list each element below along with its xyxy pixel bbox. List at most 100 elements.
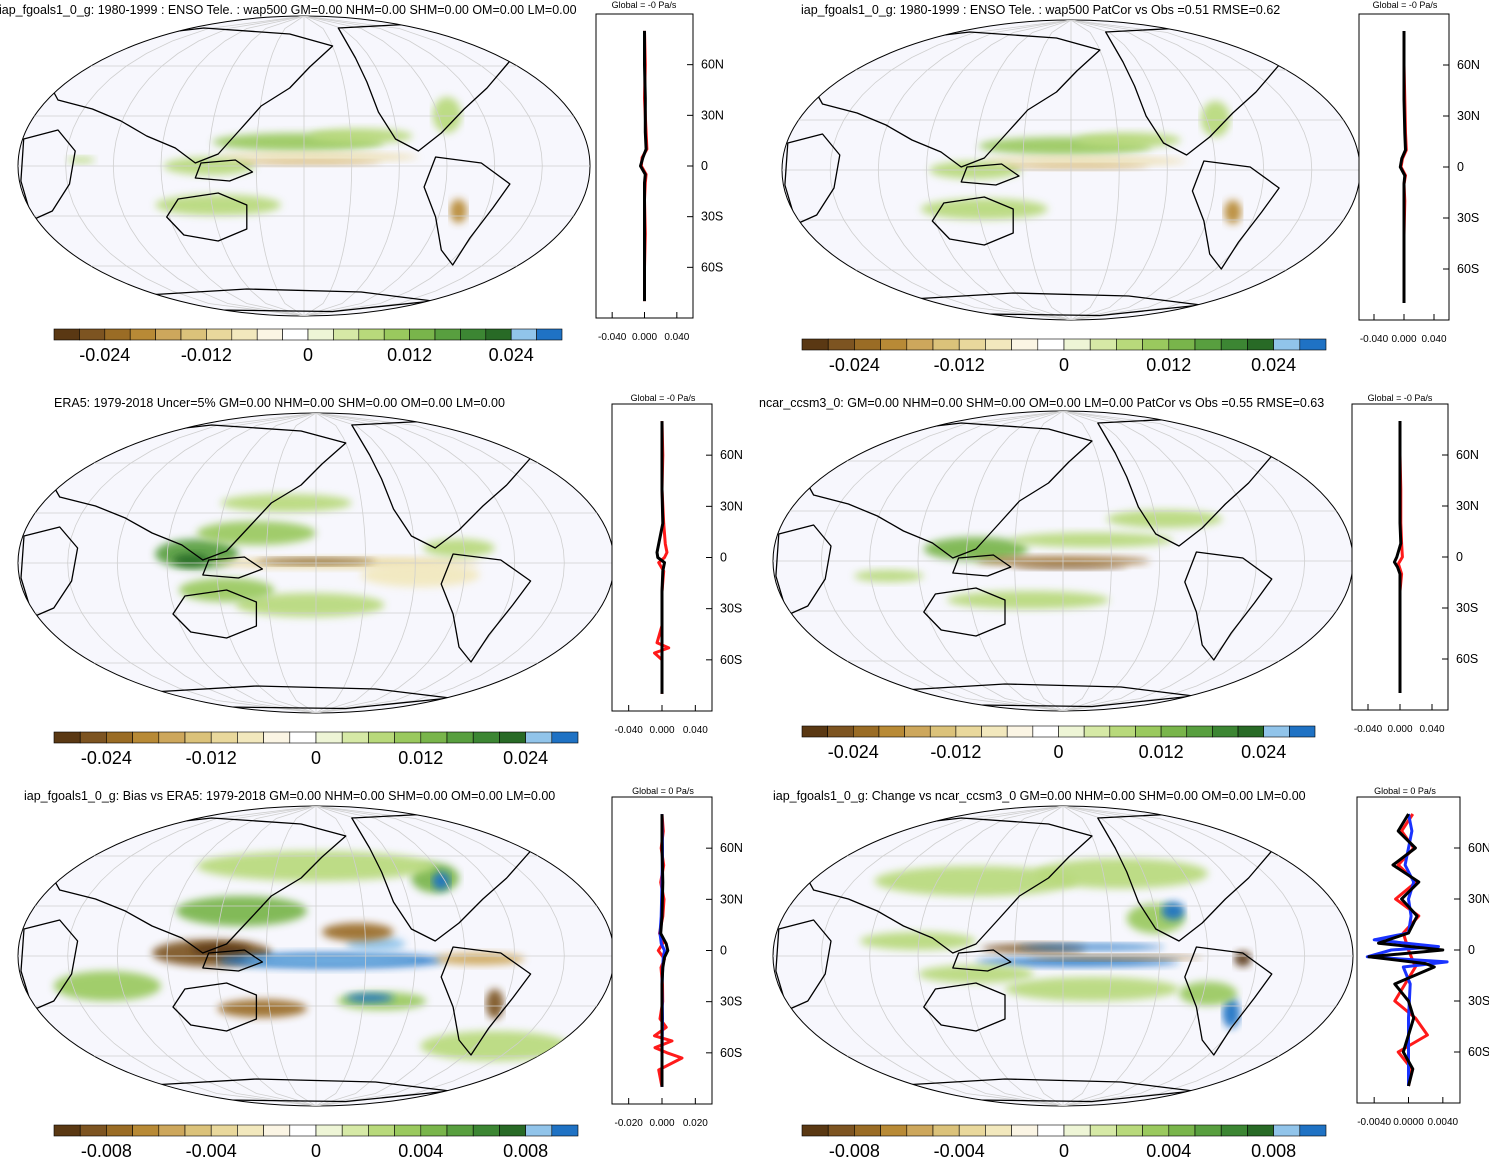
anomaly-region bbox=[175, 896, 308, 926]
zonal-profile-black bbox=[1398, 31, 1407, 303]
anomaly-region bbox=[1201, 101, 1230, 137]
longitude-line bbox=[1062, 806, 1306, 1106]
colorbar-swatch bbox=[801, 338, 829, 351]
colorbar-swatch bbox=[536, 328, 563, 341]
colorbar-swatch bbox=[53, 731, 81, 744]
longitude-line bbox=[869, 411, 1064, 711]
map-title: iap_fgoals1_0_g: 1980-1999 : ENSO Tele. … bbox=[801, 3, 1280, 17]
coastline bbox=[960, 163, 1020, 186]
anomaly-region bbox=[1019, 944, 1165, 950]
longitude-line bbox=[1062, 806, 1161, 1106]
colorbar-swatch bbox=[904, 725, 931, 738]
colorbar-swatch bbox=[880, 338, 908, 351]
longitude-line bbox=[303, 16, 496, 316]
zonal-xtick-label: 0.000 bbox=[1391, 334, 1416, 345]
coastline bbox=[801, 817, 1093, 954]
longitude-line bbox=[1070, 20, 1168, 320]
coastline bbox=[440, 553, 532, 663]
colorbar-tick-label: -0.008 bbox=[81, 1141, 132, 1159]
longitude-line bbox=[1062, 411, 1306, 711]
colorbar-swatch bbox=[499, 1124, 526, 1137]
colorbar-swatch bbox=[158, 1124, 186, 1137]
colorbar-swatch bbox=[1263, 725, 1290, 738]
zonal-xtick-label: -0.040 bbox=[1360, 334, 1389, 345]
colorbar-swatch bbox=[1299, 338, 1327, 351]
colorbar-swatch bbox=[906, 338, 934, 351]
zonal-ytick-label: 60N bbox=[1468, 841, 1489, 855]
colorbar-swatch bbox=[1006, 725, 1034, 738]
colorbar-swatch bbox=[1063, 338, 1091, 351]
zonal-xtick-label: 0.0040 bbox=[1428, 1117, 1459, 1128]
zonal-ytick-label: 0 bbox=[701, 159, 708, 173]
colorbar-tick-label: 0.012 bbox=[387, 345, 432, 365]
longitude-line bbox=[917, 411, 1064, 711]
colorbar-swatch bbox=[1247, 338, 1274, 351]
anomaly-field bbox=[920, 101, 1242, 224]
colorbar-tick-label: 0 bbox=[303, 345, 313, 365]
colorbar-swatch bbox=[434, 328, 461, 341]
zonal-mean-plot: Global = -0 Pa/s 60N 30N 0 30S 60S -0.040 0.000… bbox=[1358, 0, 1480, 345]
colorbar-swatch bbox=[263, 1124, 291, 1137]
colorbar-swatch bbox=[827, 725, 854, 738]
colorbar-swatch bbox=[420, 1124, 448, 1137]
longitude-line bbox=[315, 806, 416, 1106]
zonal-ytick-label: 60S bbox=[720, 653, 742, 667]
colorbar-swatch bbox=[906, 1124, 934, 1137]
zonal-xtick-label: -0.040 bbox=[1354, 724, 1383, 735]
zonal-ytick-label: 60S bbox=[1468, 1045, 1489, 1059]
zonal-ytick-label: 60N bbox=[720, 448, 743, 462]
colorbar-swatch bbox=[472, 1124, 500, 1137]
colorbar-swatch bbox=[315, 731, 343, 744]
longitude-line bbox=[303, 16, 543, 316]
longitude-line bbox=[67, 413, 317, 713]
graticule bbox=[773, 806, 1353, 1106]
zonal-xtick-label: 0.000 bbox=[649, 1118, 674, 1129]
colorbar-tick-label: -0.024 bbox=[81, 748, 132, 768]
colorbar-tick-label: 0.024 bbox=[503, 748, 548, 768]
colorbar: -0.008 -0.004 0 0.004 0.008 bbox=[53, 1124, 579, 1159]
colorbar-tick-label: -0.004 bbox=[186, 1141, 237, 1159]
anomaly-field bbox=[66, 97, 468, 223]
longitude-line bbox=[829, 20, 1072, 320]
zonal-ytick-label: 60S bbox=[701, 260, 723, 274]
longitude-line bbox=[303, 16, 353, 316]
zonal-profile-black bbox=[659, 814, 670, 1087]
zonal-xtick-label: 0.040 bbox=[1421, 334, 1446, 345]
longitude-line bbox=[160, 16, 305, 316]
colorbar-swatch bbox=[932, 338, 960, 351]
colorbar-swatch bbox=[394, 731, 422, 744]
colorbar-swatch bbox=[1089, 1124, 1117, 1137]
longitude-line bbox=[974, 20, 1072, 320]
longitude-line bbox=[1014, 411, 1064, 711]
colorbar-swatch bbox=[420, 731, 448, 744]
anomaly-region bbox=[235, 593, 385, 617]
colorbar-swatch bbox=[929, 725, 957, 738]
colorbar-swatch bbox=[1135, 725, 1162, 738]
colorbar-swatch bbox=[106, 1124, 133, 1137]
colorbar-swatch bbox=[79, 731, 107, 744]
longitude-line bbox=[1070, 20, 1216, 320]
colorbar-swatch bbox=[341, 1124, 369, 1137]
zonal-profile-blue bbox=[1365, 813, 1449, 1086]
coastline bbox=[952, 949, 1012, 972]
colorbar-swatch bbox=[985, 338, 1012, 351]
anomaly-region bbox=[238, 160, 382, 166]
longitude-line bbox=[869, 806, 1064, 1106]
longitude-line bbox=[1062, 411, 1209, 711]
colorbar-swatch bbox=[1037, 338, 1065, 351]
colorbar-tick-label: 0 bbox=[1053, 742, 1063, 762]
colorbar-swatch bbox=[551, 731, 579, 744]
panel-bottom-right: iap_fgoals1_0_g: Change vs ncar_ccsm3_0 … bbox=[772, 786, 1489, 1159]
longitude-line bbox=[255, 16, 305, 316]
colorbar-swatch bbox=[1194, 338, 1222, 351]
zonal-global-title: Global = 0 Pa/s bbox=[1374, 786, 1436, 796]
zonal-mean-plot: Global = 0 Pa/s 60N 30N 0 30S 60S -0.020 0.000 0… bbox=[611, 786, 743, 1129]
zonal-xtick-label: 0.000 bbox=[632, 332, 657, 343]
longitude-line bbox=[315, 806, 367, 1106]
longitude-line bbox=[820, 411, 1064, 711]
map-title: iap_fgoals1_0_g: Change vs ncar_ccsm3_0 … bbox=[773, 789, 1306, 803]
colorbar-swatch bbox=[1011, 1124, 1039, 1137]
longitude-line bbox=[166, 413, 317, 713]
colorbar-swatch bbox=[1058, 725, 1085, 738]
